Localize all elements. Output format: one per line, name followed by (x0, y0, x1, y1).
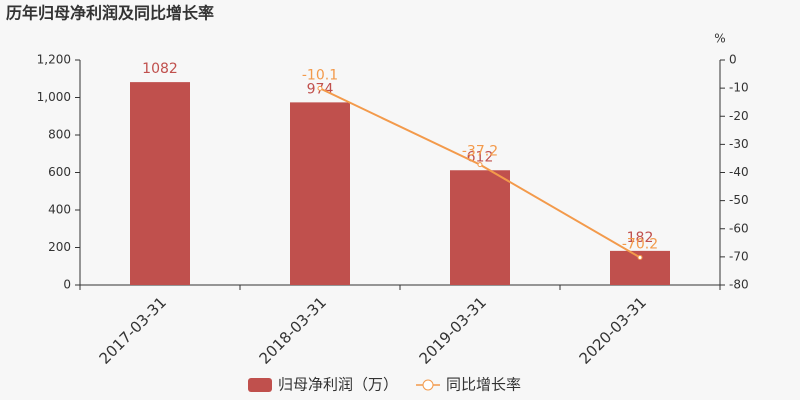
y2-tick-label: -10 (729, 81, 749, 95)
y-tick-label: 0 (63, 278, 71, 292)
legend-swatch (248, 378, 272, 392)
y2-tick-label: -30 (729, 137, 749, 151)
y-tick-label: 400 (48, 203, 71, 217)
y2-tick-label: -80 (729, 278, 749, 292)
y2-tick-label: -60 (729, 221, 749, 235)
y2-tick-label: -50 (729, 193, 749, 207)
line-value-label: -37.2 (462, 144, 498, 160)
legend-label: 同比增长率 (446, 376, 521, 394)
y2-tick-label: -20 (729, 109, 749, 123)
y2-tick-label: -70 (729, 249, 749, 263)
y-tick-label: 1,000 (37, 90, 71, 104)
y2-tick-label: -40 (729, 165, 749, 179)
bar (130, 82, 190, 285)
bar (290, 102, 350, 285)
bar (450, 170, 510, 285)
line-value-label: -70.2 (622, 236, 658, 252)
line-point (317, 85, 323, 91)
y-tick-label: 800 (48, 128, 71, 142)
legend-label: 归母净利润（万） (278, 376, 398, 394)
y-tick-label: 200 (48, 240, 71, 254)
line-point (477, 162, 483, 168)
bar-value-label: 182 (627, 230, 654, 246)
line-value-label: -10.1 (302, 67, 338, 83)
bar-value-label: 1082 (142, 61, 178, 77)
line-point (637, 254, 643, 260)
x-axis-ticks (79, 285, 721, 290)
y2-axis-label: % (714, 32, 725, 46)
y-tick-label: 600 (48, 165, 71, 179)
y2-tick-label: 0 (729, 53, 737, 67)
chart-title: 历年归母净利润及同比增长率 (6, 4, 214, 23)
legend-swatch (422, 379, 434, 391)
y-tick-label: 1,200 (37, 53, 71, 67)
